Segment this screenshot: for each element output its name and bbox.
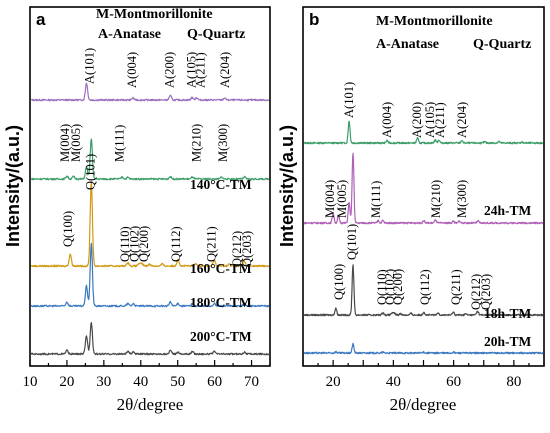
x-tick-label: 70 xyxy=(244,374,259,390)
x-tick-label: 60 xyxy=(446,374,461,390)
legend-montmorillonite-a: M-Montmorillonite xyxy=(96,7,213,22)
peak-label: Q(203) xyxy=(479,274,493,310)
peak-label: M(300) xyxy=(216,124,230,162)
peak-label: M(300) xyxy=(455,180,469,218)
peak-label: M(111) xyxy=(113,125,127,162)
peak-label: A(004) xyxy=(380,102,394,138)
peak-labels-b-montmorillonite: M(004) M(005) M(111) M(210) M(300) xyxy=(323,180,469,218)
x-tick-label: 60 xyxy=(207,374,222,390)
peak-label: M(005) xyxy=(335,180,349,218)
trace-label-18h: 18h-TM xyxy=(484,306,532,321)
peak-label: M(005) xyxy=(69,124,83,162)
peak-labels-a-quartz: Q(100) Q(101) Q(110) Q(102) Q(200) Q(112… xyxy=(61,154,254,267)
traces-b xyxy=(303,120,544,355)
x-axis-b: 20 40 60 80 2θ/degree xyxy=(302,360,545,414)
trace-label-140c: 140°C-TM xyxy=(190,177,252,192)
peak-label: Q(110) xyxy=(375,269,389,305)
legend-anatase-b: A-Anatase xyxy=(376,37,439,52)
legend-montmorillonite-b: M-Montmorillonite xyxy=(376,14,493,29)
peak-labels-b-anatase: A(101) A(004) A(200) A(105) A(211) A(204… xyxy=(342,82,469,138)
peak-labels-a-montmorillonite: M(004) M(005) M(111) M(210) M(300) xyxy=(58,124,230,162)
x-tick-label: 50 xyxy=(170,374,185,390)
xrd-trace-180-c-tm xyxy=(30,242,270,308)
trace-label-200c: 200°C-TM xyxy=(190,329,252,344)
peak-label: Q(101) xyxy=(84,154,98,190)
peak-label: A(204) xyxy=(455,102,469,138)
x-tick-label: 40 xyxy=(133,374,148,390)
y-axis-title-b: Intensity/(a.u.) xyxy=(277,125,297,247)
peak-label: Q(211) xyxy=(449,269,463,305)
peak-label: M(210) xyxy=(190,124,204,162)
peak-label: A(105) xyxy=(423,102,437,138)
trace-label-180c: 180°C-TM xyxy=(190,295,252,310)
peak-label: Q(112) xyxy=(169,226,183,262)
xrd-trace-140-c-tm xyxy=(30,138,270,181)
peak-labels-a-anatase: A(101) A(004) A(200) A(105) A(211) A(204… xyxy=(83,48,233,88)
peak-label: A(004) xyxy=(125,52,139,88)
y-axis-title-a: Intensity/(a.u.) xyxy=(3,125,23,247)
peak-label: Q(101) xyxy=(345,224,359,260)
peak-label: A(211) xyxy=(433,102,447,138)
panel-a: a M-Montmorillonite A-Anatase Q-Quartz 1… xyxy=(3,6,271,414)
peak-label: A(200) xyxy=(163,52,177,88)
peak-label: A(101) xyxy=(342,82,356,118)
xrd-trace-reference xyxy=(303,120,544,145)
peak-label: A(101) xyxy=(83,48,97,84)
xrd-trace-160-c-tm xyxy=(30,181,270,268)
x-tick-label: 20 xyxy=(326,374,341,390)
plot-frame-a xyxy=(29,6,271,367)
peak-label: Q(211) xyxy=(205,226,219,262)
x-tick-label: 30 xyxy=(96,374,111,390)
x-tick-label: 20 xyxy=(59,374,74,390)
peak-label: M(004) xyxy=(58,124,72,162)
peak-label: A(105) xyxy=(185,52,199,88)
traces-a xyxy=(30,82,270,356)
peak-label: Q(112) xyxy=(418,269,432,305)
peak-labels-b-quartz: Q(100) Q(101) Q(110) Q(102) Q(200) Q(112… xyxy=(332,224,493,310)
peak-label: Q(212) xyxy=(230,231,244,267)
peak-label: M(111) xyxy=(369,181,383,218)
trace-label-24h: 24h-TM xyxy=(484,203,532,218)
x-axis-title-a: 2θ/degree xyxy=(117,395,184,414)
peak-label: Q(102) xyxy=(383,269,397,305)
xrd-trace-200-c-tm xyxy=(30,322,270,356)
xrd-trace-20h-tm xyxy=(303,342,544,355)
x-tick-label: 80 xyxy=(506,374,521,390)
peak-label: Q(203) xyxy=(240,231,254,267)
x-axis-a: 10 20 30 40 50 60 70 2θ/degree xyxy=(23,360,271,414)
legend-anatase-a: A-Anatase xyxy=(98,27,161,42)
peak-label: Q(200) xyxy=(137,226,151,262)
peak-label: Q(110) xyxy=(118,226,132,262)
peak-label: Q(212) xyxy=(469,274,483,310)
peak-label: Q(100) xyxy=(332,264,346,300)
trace-label-20h: 20h-TM xyxy=(484,334,532,349)
panel-letter-a: a xyxy=(36,10,46,29)
trace-label-160c: 160°C-TM xyxy=(190,261,252,276)
panel-b: b M-Montmorillonite A-Anatase Q-Quartz 2… xyxy=(277,6,545,414)
peak-label: Q(100) xyxy=(61,211,75,247)
peak-label: Q(102) xyxy=(128,226,142,262)
x-axis-title-b: 2θ/degree xyxy=(390,395,457,414)
panel-letter-b: b xyxy=(309,10,319,29)
xrd-trace-24h-tm xyxy=(303,152,544,225)
x-tick-label: 40 xyxy=(386,374,401,390)
legend-quartz-b: Q-Quartz xyxy=(473,37,531,52)
x-tick-label: 10 xyxy=(23,374,38,390)
peak-label: A(200) xyxy=(410,102,424,138)
peak-label: Q(200) xyxy=(391,269,405,305)
peak-label: A(204) xyxy=(218,52,232,88)
xrd-trace-reference xyxy=(30,82,270,102)
xrd-trace-18h-tm xyxy=(303,264,544,317)
peak-label: M(004) xyxy=(323,180,337,218)
peak-label: A(211) xyxy=(194,52,208,88)
peak-label: M(210) xyxy=(429,180,443,218)
legend-quartz-a: Q-Quartz xyxy=(187,27,245,42)
